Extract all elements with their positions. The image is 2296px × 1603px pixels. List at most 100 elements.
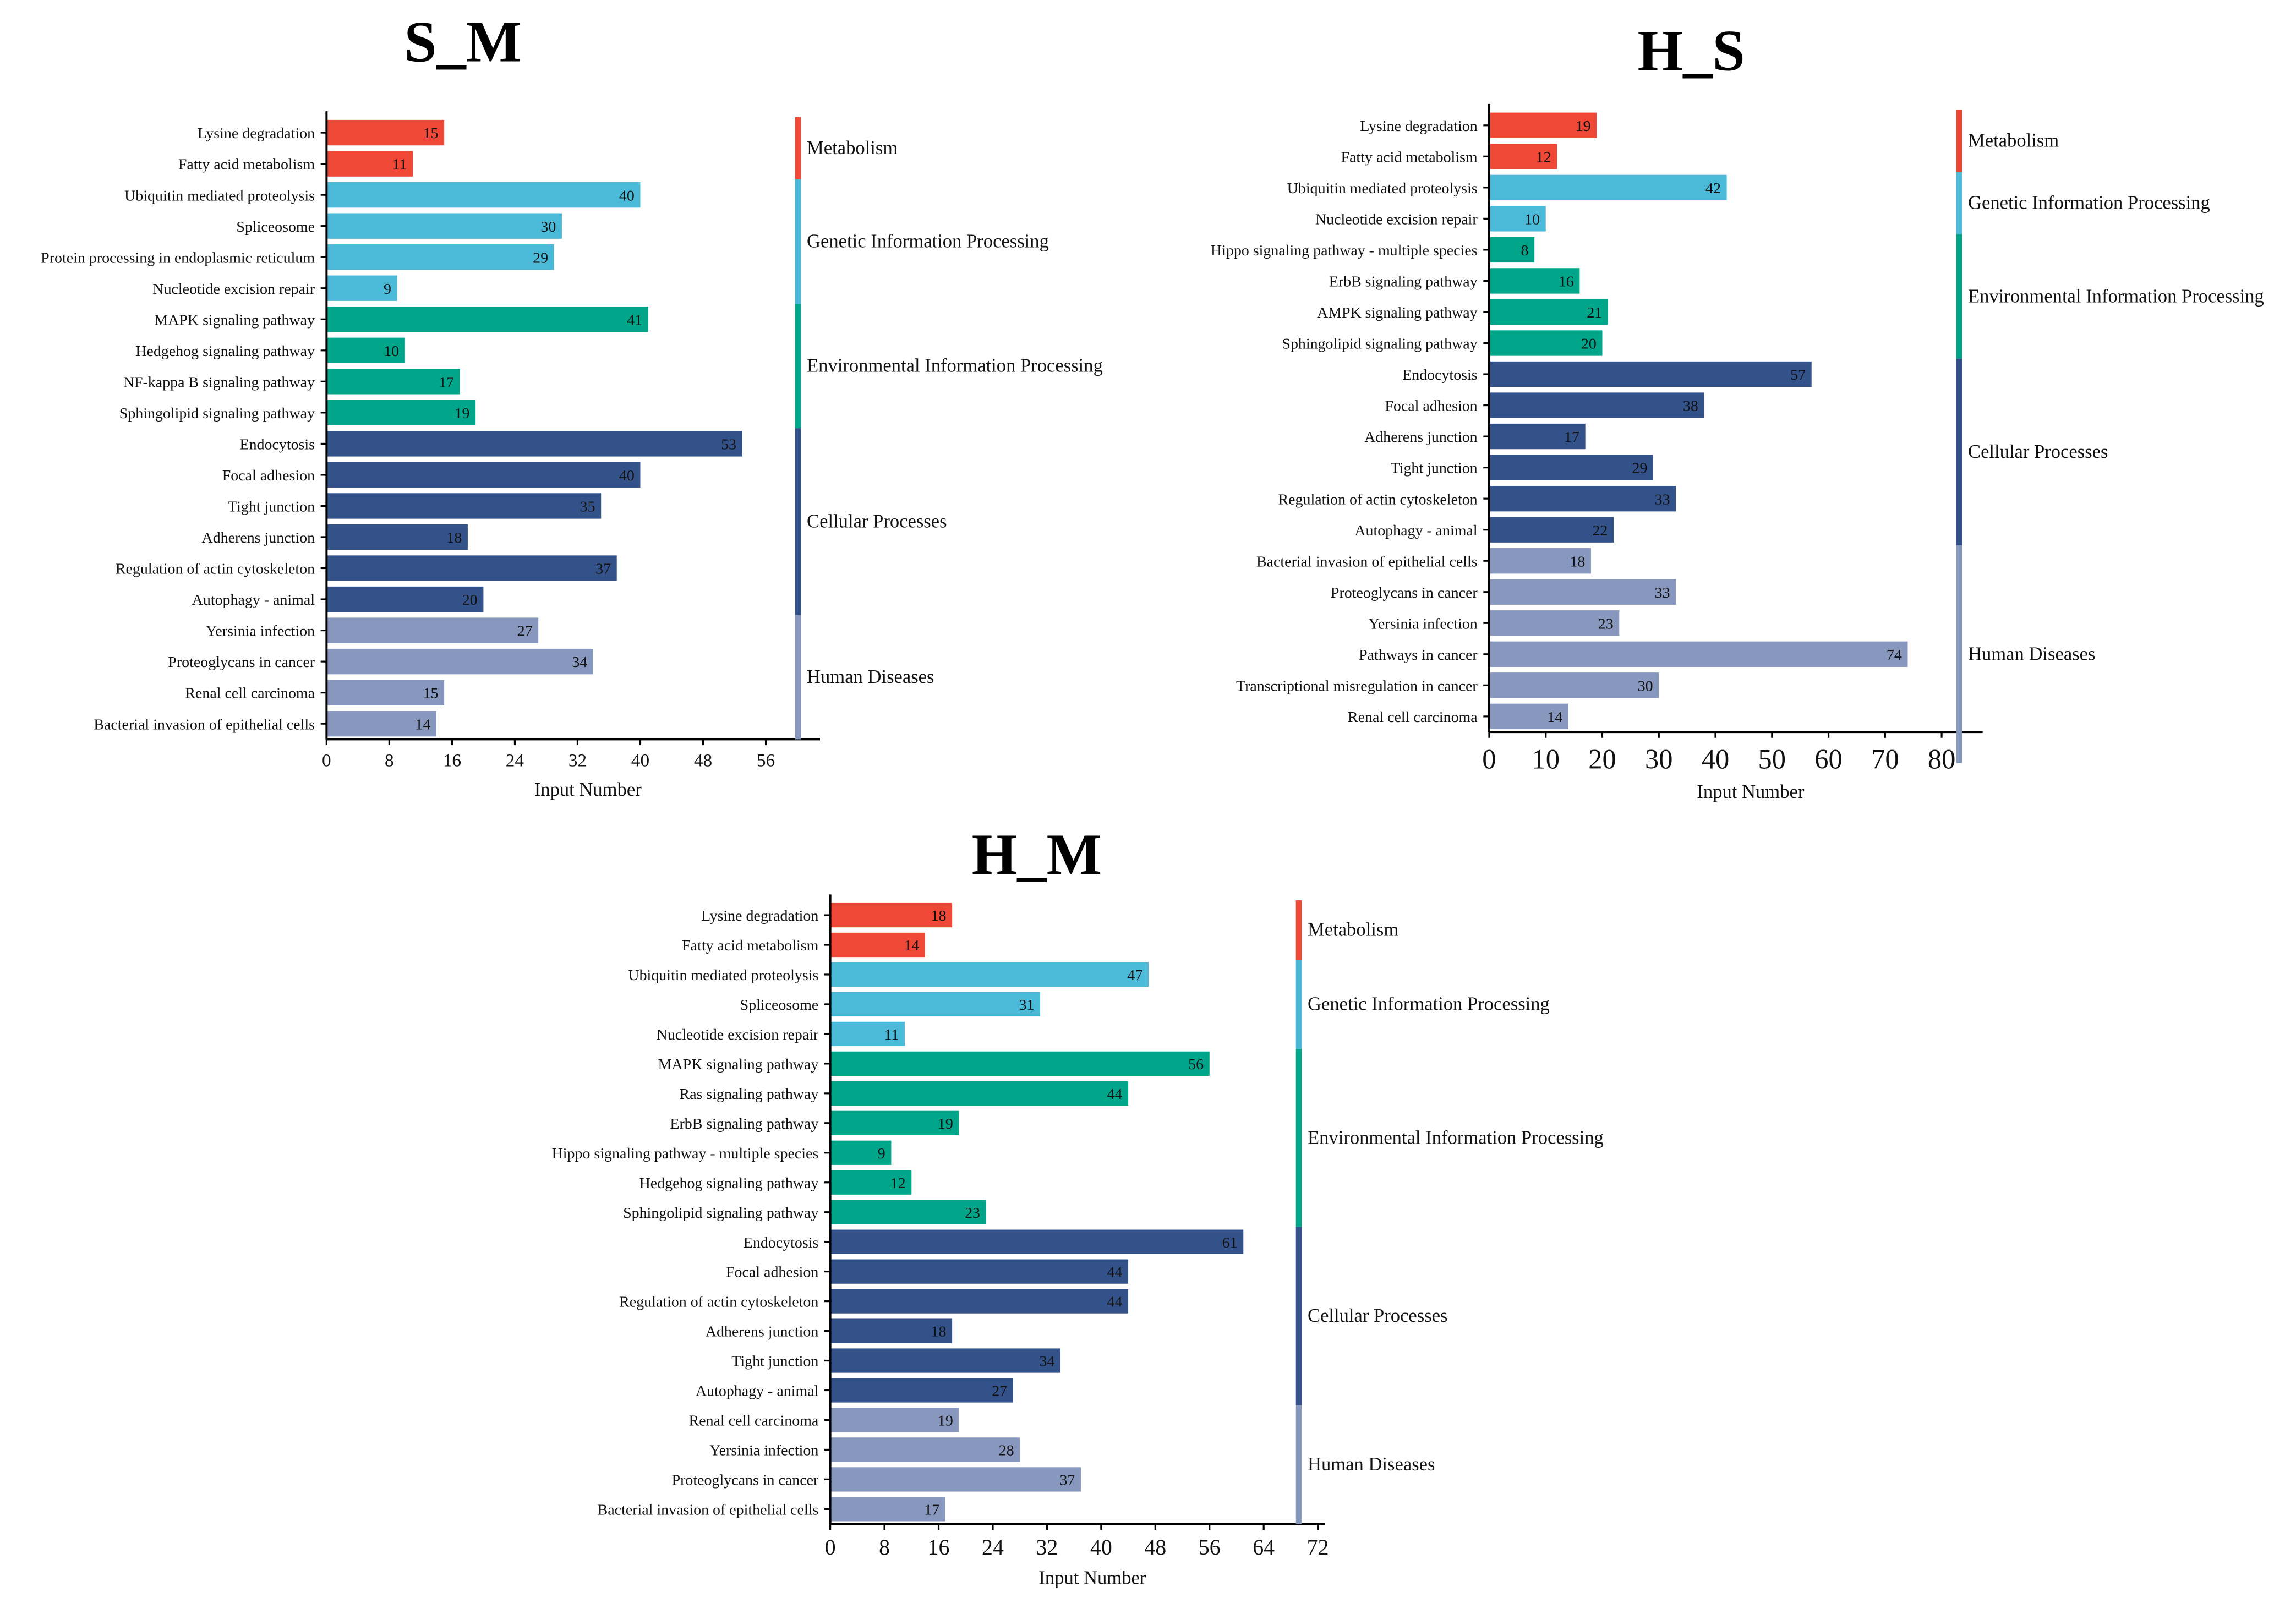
chart-h-s: H_S 19 Lysine degradation 12 Fatty acid meta… xyxy=(1211,19,2264,802)
bar-value-label: 17 xyxy=(1564,429,1579,446)
bar-value-label: 16 xyxy=(1559,273,1574,291)
bar xyxy=(326,617,539,643)
category-label: Endocytosis xyxy=(1402,366,1478,384)
category-label: Fatty acid metabolism xyxy=(178,156,315,173)
bar xyxy=(326,369,460,395)
category-label: Nucleotide excision repair xyxy=(152,281,315,298)
category-group-label: Cellular Processes xyxy=(807,511,947,532)
bar xyxy=(1489,517,1614,543)
category-group-bar xyxy=(1295,900,1302,960)
category-group-bar xyxy=(1956,110,1962,172)
category-label: Yersinia infection xyxy=(1369,615,1478,632)
category-group-label: Metabolism xyxy=(807,138,898,158)
bar xyxy=(326,555,617,581)
bar xyxy=(1489,268,1580,294)
category-label: Hedgehog signaling pathway xyxy=(639,1175,819,1192)
bar xyxy=(1489,392,1704,418)
x-tick-label: 70 xyxy=(1871,744,1899,775)
bar xyxy=(326,244,554,270)
category-label: Proteoglycans in cancer xyxy=(672,1472,819,1489)
category-label: Nucleotide excision repair xyxy=(1315,211,1478,228)
x-tick-label: 16 xyxy=(443,751,461,771)
bar-value-label: 40 xyxy=(619,187,635,204)
bar xyxy=(326,151,413,177)
category-label: Nucleotide excision repair xyxy=(657,1026,819,1043)
bar-value-label: 27 xyxy=(517,623,533,640)
bar-value-label: 14 xyxy=(1547,709,1562,726)
bar-value-label: 10 xyxy=(384,343,399,360)
category-label: Protein processing in endoplasmic reticu… xyxy=(41,249,315,266)
x-tick-label: 10 xyxy=(1532,744,1560,775)
x-tick-label: 24 xyxy=(506,751,524,771)
category-label: Focal adhesion xyxy=(222,467,315,484)
bar-value-label: 12 xyxy=(1536,149,1551,166)
bar xyxy=(1489,423,1586,450)
bar xyxy=(830,1051,1210,1076)
category-label: Hedgehog signaling pathway xyxy=(135,343,315,360)
x-tick-label: 0 xyxy=(825,1535,836,1560)
category-label: Yersinia infection xyxy=(206,623,315,640)
category-label: Tight junction xyxy=(1391,460,1478,477)
x-tick-label: 40 xyxy=(1090,1535,1112,1560)
bar xyxy=(830,1378,1013,1403)
category-group-bar xyxy=(1295,1227,1302,1405)
category-label: Autophagy - animal xyxy=(192,592,315,609)
category-label: Focal adhesion xyxy=(1385,398,1477,415)
bar-value-label: 17 xyxy=(924,1501,939,1518)
x-tick-label: 40 xyxy=(631,751,649,771)
bar-value-label: 40 xyxy=(619,467,635,484)
category-label: Ras signaling pathway xyxy=(680,1086,819,1103)
bar-value-label: 33 xyxy=(1655,491,1670,508)
x-tick-label: 24 xyxy=(982,1535,1004,1560)
bar xyxy=(830,1318,953,1343)
bar xyxy=(830,1200,986,1224)
bar-value-label: 19 xyxy=(455,405,470,422)
category-label: Renal cell carcinoma xyxy=(689,1413,819,1430)
category-label: Adherens junction xyxy=(202,529,315,546)
category-label: Fatty acid metabolism xyxy=(1341,149,1477,166)
bar xyxy=(1489,672,1659,698)
bar xyxy=(830,1170,912,1195)
bar-value-label: 11 xyxy=(392,156,407,173)
bar-value-label: 20 xyxy=(1581,336,1597,353)
bar-value-label: 23 xyxy=(965,1205,980,1222)
category-label: Sphingolipid signaling pathway xyxy=(1282,336,1477,353)
bar xyxy=(830,1437,1020,1462)
category-group-label: Genetic Information Processing xyxy=(1308,994,1550,1015)
bar xyxy=(830,1259,1129,1284)
bar xyxy=(326,462,641,488)
x-tick-label: 32 xyxy=(568,751,587,771)
bar xyxy=(326,337,405,363)
category-label: Regulation of actin cytoskeleton xyxy=(1278,491,1478,508)
x-tick-label: 64 xyxy=(1253,1535,1275,1560)
bar-value-label: 28 xyxy=(999,1442,1014,1459)
category-label: Sphingolipid signaling pathway xyxy=(119,405,315,422)
category-label: Endocytosis xyxy=(240,436,315,453)
x-tick-label: 0 xyxy=(1482,744,1496,775)
x-tick-label: 60 xyxy=(1814,744,1843,775)
bar-value-label: 47 xyxy=(1127,967,1142,984)
category-label: NF-kappa B signaling pathway xyxy=(123,374,315,391)
bar xyxy=(326,648,593,675)
category-group-bar xyxy=(795,428,801,615)
bar-value-label: 37 xyxy=(1059,1472,1075,1489)
bar xyxy=(1489,112,1597,138)
category-label: Bacterial invasion of epithelial cells xyxy=(1256,553,1478,570)
category-label: Proteoglycans in cancer xyxy=(168,654,315,671)
x-axis-label: Input Number xyxy=(534,779,642,800)
category-label: Adherens junction xyxy=(1364,429,1478,446)
category-group-bar xyxy=(795,304,801,429)
bar-value-label: 18 xyxy=(931,1323,947,1341)
bar-value-label: 10 xyxy=(1524,211,1540,228)
bar-value-label: 74 xyxy=(1887,647,1902,664)
x-axis-label: Input Number xyxy=(1038,1567,1146,1588)
bar xyxy=(830,932,925,958)
bar-value-label: 23 xyxy=(1598,615,1614,632)
bar-value-label: 19 xyxy=(938,1413,953,1430)
bar xyxy=(1489,144,1557,169)
bar-value-label: 20 xyxy=(462,592,478,609)
bar-value-label: 44 xyxy=(1107,1294,1123,1311)
category-group-label: Genetic Information Processing xyxy=(807,231,1049,252)
bar xyxy=(1489,641,1908,667)
category-label: Hippo signaling pathway - multiple speci… xyxy=(552,1145,819,1162)
